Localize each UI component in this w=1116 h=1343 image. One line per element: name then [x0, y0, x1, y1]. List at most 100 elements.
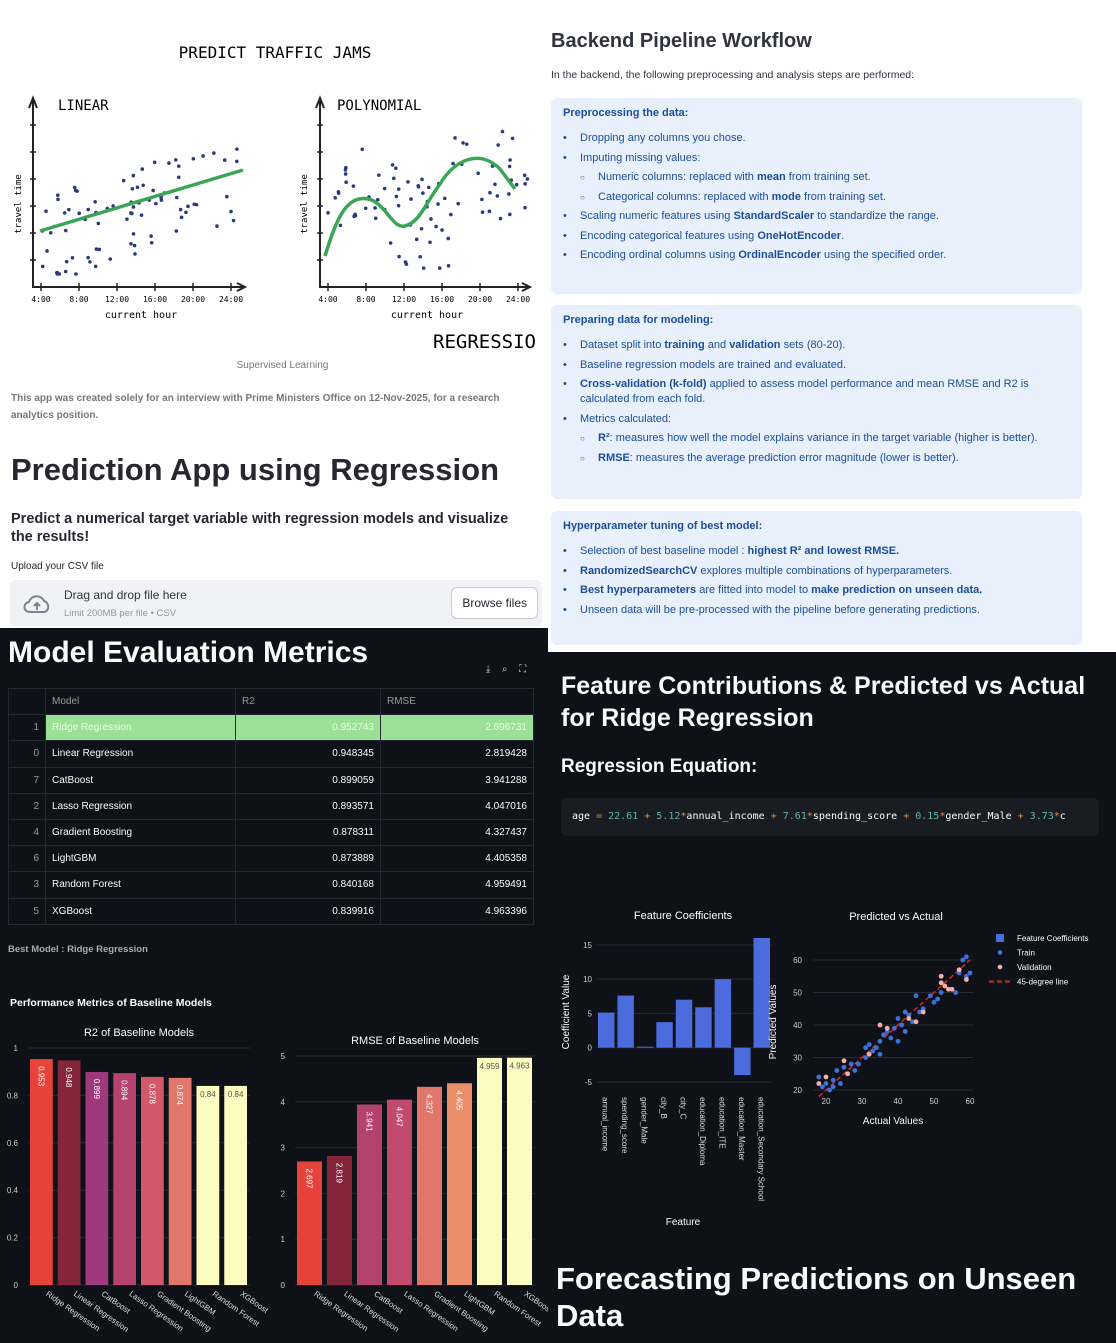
- cell-rmse[interactable]: 4.959491: [380, 871, 534, 899]
- cell-index[interactable]: 5: [8, 897, 46, 925]
- cell-model[interactable]: Gradient Boosting: [45, 818, 236, 847]
- cell-rmse[interactable]: 3.941288: [380, 766, 534, 794]
- col-r2[interactable]: R2: [235, 687, 381, 716]
- x-axis-label: Feature: [666, 1217, 701, 1228]
- bar: [387, 1099, 412, 1285]
- cell-index[interactable]: 7: [8, 766, 46, 794]
- col-index[interactable]: [8, 687, 46, 716]
- table-row[interactable]: 2 Lasso Regression 0.893571 4.047016: [8, 792, 534, 820]
- cell-r2[interactable]: 0.873889: [235, 845, 381, 873]
- bar-value-label: 0.878: [147, 1084, 156, 1105]
- chart-title: Feature Coefficients: [634, 910, 733, 922]
- cell-model[interactable]: Random Forest: [45, 871, 236, 899]
- validation-point: [946, 986, 951, 992]
- train-point: [938, 990, 944, 995]
- x-tick-label: annual_income: [601, 1097, 610, 1152]
- data-dot: [178, 207, 183, 212]
- eq-coef: 5.12: [656, 811, 681, 822]
- x-tick-label: spending_score: [620, 1097, 629, 1154]
- cell-rmse[interactable]: 2.696731: [380, 714, 534, 742]
- step-list: Dataset split into training and validati…: [563, 338, 1070, 466]
- eq-operator: +: [764, 811, 783, 822]
- step-item: Selection of best baseline model : highe…: [563, 544, 1070, 559]
- axis: [32, 100, 245, 288]
- cell-rmse[interactable]: 4.405358: [380, 845, 534, 873]
- cell-r2[interactable]: 0.952743: [235, 714, 381, 742]
- table-row[interactable]: 6 LightGBM 0.873889 4.405358: [8, 845, 534, 873]
- y-tick-label: 0.8: [7, 1091, 19, 1100]
- validation-point: [920, 1009, 926, 1015]
- data-dot: [167, 161, 171, 165]
- train-point: [881, 1032, 886, 1038]
- browse-files-button[interactable]: Browse files: [451, 587, 538, 619]
- fullscreen-icon[interactable]: ⛶: [519, 664, 527, 675]
- validation-point: [938, 973, 944, 979]
- cell-index[interactable]: 6: [8, 845, 46, 873]
- regression-equation: age = 22.61 + 5.12*annual_income + 7.61*…: [561, 798, 1099, 836]
- cell-rmse[interactable]: 4.047016: [380, 792, 534, 820]
- table-row[interactable]: 0 Linear Regression 0.948345 2.819428: [8, 740, 534, 768]
- cell-model[interactable]: Linear Regression: [45, 740, 236, 768]
- file-dropzone[interactable]: Drag and drop file here Limit 200MB per …: [10, 580, 542, 626]
- cell-r2[interactable]: 0.893571: [235, 792, 381, 820]
- data-dot: [174, 195, 179, 200]
- cell-index[interactable]: 3: [8, 871, 46, 899]
- train-point: [967, 970, 973, 976]
- table-row[interactable]: 7 CatBoost 0.899059 3.941288: [8, 766, 534, 794]
- cell-index[interactable]: 2: [8, 792, 46, 820]
- section-title: Preprocessing the data:: [563, 107, 689, 119]
- cell-index[interactable]: 1: [8, 714, 46, 742]
- y-tick-label: 50: [793, 989, 802, 998]
- table-row[interactable]: 3 Random Forest 0.840168 4.959491: [8, 871, 534, 899]
- legend-swatch: [996, 934, 1004, 942]
- coef-bar: [753, 938, 770, 1048]
- data-dot: [132, 243, 137, 248]
- validation-point: [823, 1074, 829, 1080]
- eq-operator: +: [1011, 811, 1030, 822]
- data-dot: [373, 216, 378, 221]
- table-row[interactable]: 1 Ridge Regression 0.952743 2.696731: [8, 714, 534, 742]
- x-tick-label: gender_Male: [640, 1097, 649, 1144]
- metrics-table[interactable]: Model R2 RMSE 1 Ridge Regression 0.952743 2…: [8, 687, 534, 925]
- cell-index[interactable]: 0: [8, 740, 46, 768]
- y-tick-label: 5: [281, 1052, 286, 1061]
- bar-value-label: 4.327: [425, 1094, 434, 1115]
- cell-rmse[interactable]: 4.327437: [380, 818, 534, 847]
- emphasis-text: RandomizedSearchCV: [580, 564, 698, 577]
- table-row[interactable]: 5 XGBoost 0.839916 4.963396: [8, 897, 534, 925]
- cell-model[interactable]: Lasso Regression: [45, 792, 236, 820]
- panel-label-linear: LINEAR: [58, 98, 109, 114]
- y-axis-label: Predicted Values: [768, 985, 779, 1060]
- cell-model[interactable]: XGBoost: [45, 897, 236, 925]
- cell-r2[interactable]: 0.840168: [235, 871, 381, 899]
- cell-r2[interactable]: 0.948345: [235, 740, 381, 768]
- step-text: : measures the average prediction error …: [629, 451, 959, 464]
- data-dot: [149, 234, 153, 238]
- train-point: [856, 1061, 861, 1067]
- cell-r2[interactable]: 0.878311: [235, 818, 381, 847]
- ylabel-polynomial: travel time: [300, 174, 310, 234]
- coef-bar: [598, 1012, 615, 1048]
- cell-r2[interactable]: 0.899059: [235, 766, 381, 794]
- cell-rmse[interactable]: 4.963396: [380, 897, 534, 925]
- tuning-box: Hyperparameter tuning of best model: Sele…: [551, 511, 1082, 645]
- cell-rmse[interactable]: 2.819428: [380, 740, 534, 768]
- bar: [327, 1155, 352, 1285]
- chart-title: Predicted vs Actual: [849, 911, 943, 923]
- data-dot: [480, 210, 485, 215]
- y-tick-label: 0: [14, 1281, 19, 1290]
- cell-model[interactable]: LightGBM: [45, 845, 236, 873]
- cell-index[interactable]: 4: [8, 818, 46, 847]
- cell-model[interactable]: Ridge Regression: [45, 714, 236, 742]
- search-icon[interactable]: ⌕: [501, 664, 508, 675]
- cell-model[interactable]: CatBoost: [45, 766, 236, 794]
- cell-r2[interactable]: 0.839916: [235, 897, 381, 925]
- download-icon[interactable]: ⤓: [485, 664, 491, 675]
- col-rmse[interactable]: RMSE: [380, 687, 534, 716]
- table-row[interactable]: 4 Gradient Boosting 0.878311 4.327437: [8, 818, 534, 847]
- data-dot: [235, 147, 239, 151]
- col-model[interactable]: Model: [45, 687, 236, 716]
- y-tick-label: 3: [281, 1144, 286, 1153]
- y-tick-label: 0.2: [7, 1234, 19, 1243]
- x-tick-label: 20:00: [468, 295, 492, 304]
